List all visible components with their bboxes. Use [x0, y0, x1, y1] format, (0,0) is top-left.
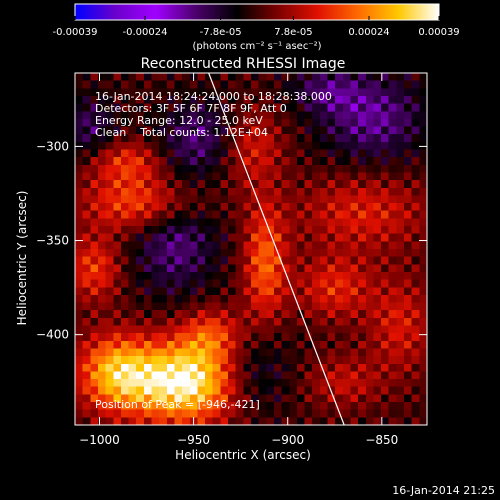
colorbar-unit-label: (photons cm⁻² s⁻¹ asec⁻²) — [192, 41, 321, 52]
y-axis-ticks: −300 −350 −400 — [36, 139, 427, 342]
timestamp: 16-Jan-2014 21:25 — [392, 484, 495, 497]
colorbar-tick-label: -0.00039 — [53, 27, 98, 38]
x-axis-ticks: −1000 −950 −900 −850 — [79, 73, 398, 447]
x-axis-label: Heliocentric X (arcsec) — [175, 448, 311, 462]
colorbar-tick-label: 0.00039 — [418, 27, 459, 38]
y-tick-label: −300 — [36, 139, 69, 153]
chart-title: Reconstructed RHESSI Image — [141, 56, 346, 72]
x-tick-label: −1000 — [79, 433, 120, 447]
x-tick-label: −950 — [177, 433, 210, 447]
colorbar-tick-label: -7.8e-05 — [200, 27, 242, 38]
info-line-detectors: Detectors: 3F 5F 6F 7F 8F 9F, Att 0 — [95, 102, 287, 115]
plot-area: −1000 −950 −900 −850 −300 −350 −400 — [36, 72, 428, 447]
y-tick-label: −350 — [36, 234, 69, 248]
colorbar-tick-label: 7.8e-05 — [274, 27, 312, 38]
info-block: 16-Jan-2014 18:24:24.000 to 18:28:38.000… — [95, 90, 332, 139]
y-axis-label: Heliocentric Y (arcsec) — [15, 191, 29, 326]
colorbar-tick-label: 0.00024 — [348, 27, 389, 38]
colorbar: -0.00039 -0.00024 -7.8e-05 7.8e-05 0.00024 0.… — [53, 3, 460, 52]
solar-limb-line — [208, 73, 345, 425]
colorbar-ticks: -0.00039 -0.00024 -7.8e-05 7.8e-05 0.00024 0.… — [53, 16, 460, 38]
colorbar-tick-label: -0.00024 — [123, 27, 168, 38]
peak-position-label: Position of Peak = [-946,-421] — [95, 398, 260, 411]
heatmap-image — [75, 73, 427, 425]
info-line-time: 16-Jan-2014 18:24:24.000 to 18:28:38.000 — [95, 90, 332, 103]
y-tick-label: −400 — [36, 328, 69, 342]
plot-frame — [74, 72, 428, 426]
x-tick-label: −900 — [271, 433, 304, 447]
info-line-energy: Energy Range: 12.0 - 25.0 keV — [95, 114, 263, 127]
colorbar-gradient — [74, 3, 440, 21]
info-line-clean: Clean Total counts: 1.12E+04 — [95, 126, 268, 139]
x-tick-label: −850 — [365, 433, 398, 447]
